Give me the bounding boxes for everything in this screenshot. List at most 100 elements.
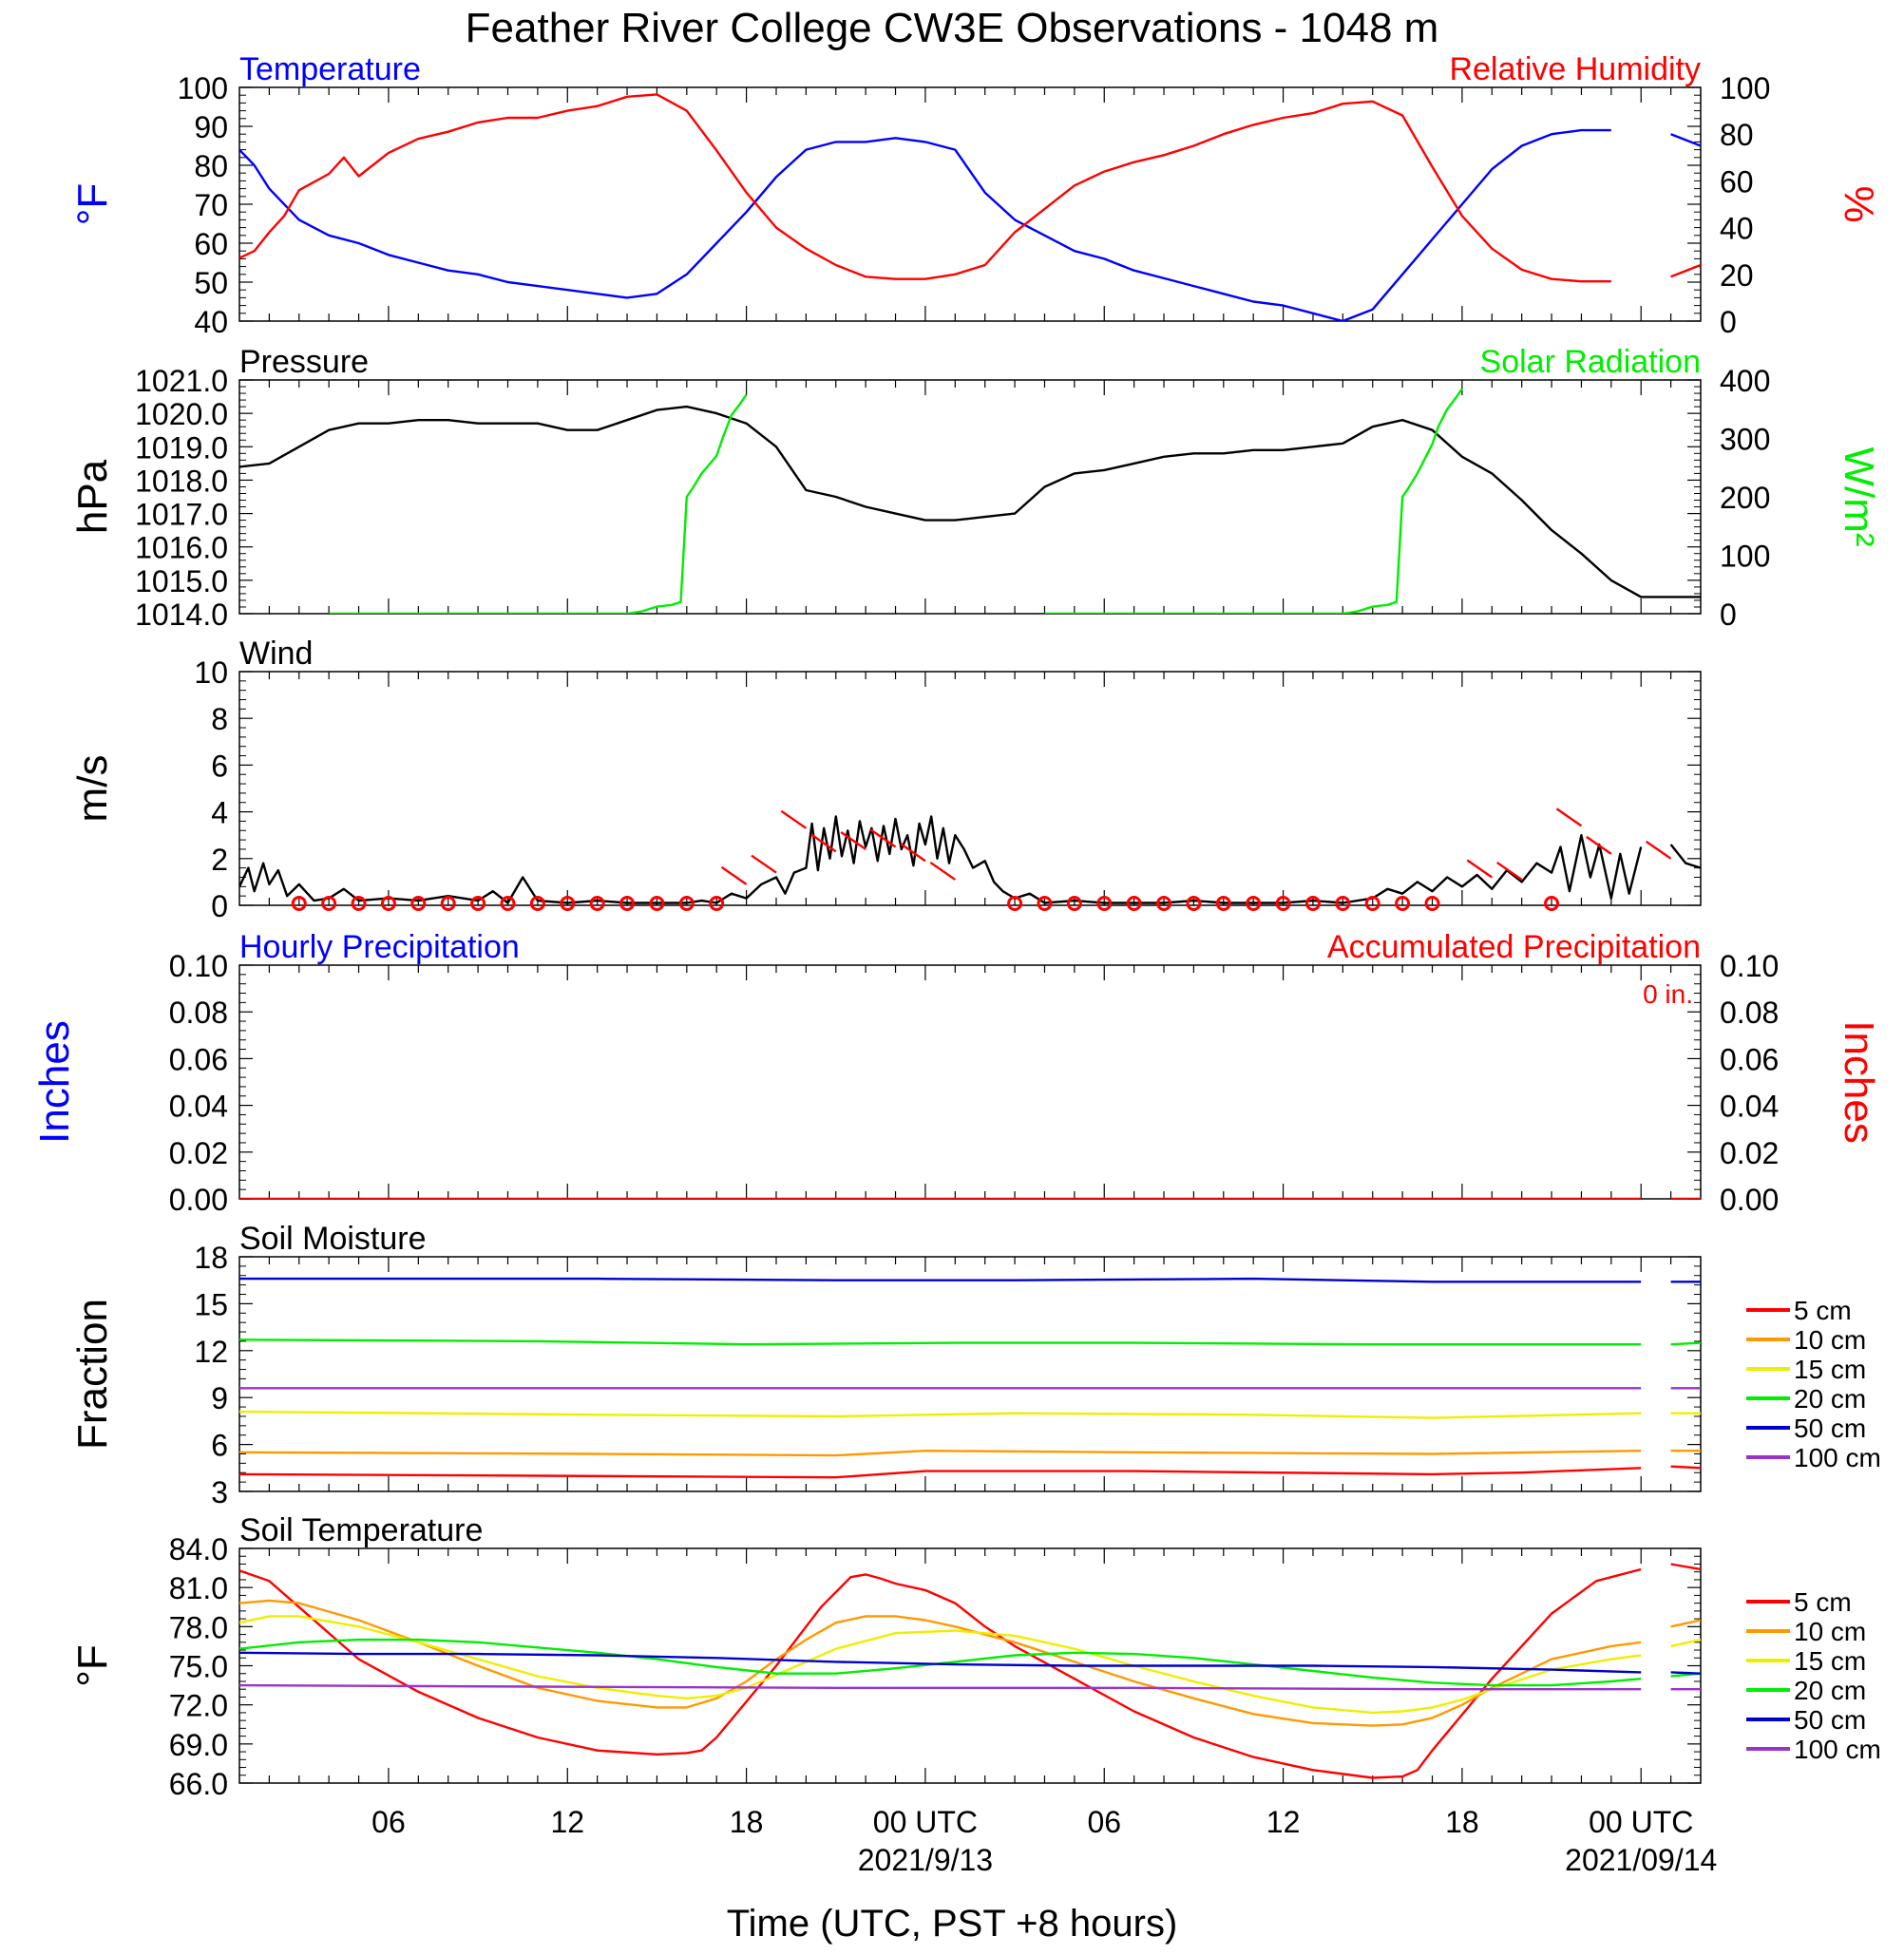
calm-wind-circle [470,896,486,911]
legend-label: 10 cm [1794,1617,1866,1646]
legend-label: 20 cm [1794,1676,1866,1705]
y-tick-label-left: 100 [178,71,228,105]
y-tick-label-right: 40 [1720,212,1754,246]
calm-wind-circle [649,896,665,911]
x-tick-label: 18 [1445,1805,1479,1839]
calm-wind-circle [1544,896,1560,911]
time-axis-label: Time (UTC, PST +8 hours) [727,1903,1178,1945]
series-line-20-cm [239,1338,1701,1346]
series-line-10-cm [239,1450,1701,1457]
y-tick-label-right: 100 [1720,540,1770,574]
legend-label: 5 cm [1794,1587,1852,1617]
y-tick-label-right: 300 [1720,423,1770,457]
y-tick-label-left: 50 [194,266,228,300]
calm-wind-circle [1275,896,1291,911]
series-line-20-cm [239,1638,1701,1687]
panel-1: 100 90 80 70 60 50 40 100 80 60 40 20 0 Temperature Re… [69,51,1882,339]
legend-label: 10 cm [1794,1325,1866,1355]
wind-barb [780,809,808,829]
calm-wind-circle [1007,896,1023,911]
accumulated-total-label: 0 in. [1643,979,1693,1009]
legend-label: 100 cm [1794,1443,1881,1472]
y-tick-label-left: 78.0 [169,1610,228,1644]
legend-label: 50 cm [1794,1705,1866,1735]
time-axis: 06 12 18 00 UTC 06 12 18 00 UTC 2021/9/13 2021/09… [371,1805,1717,1877]
calm-wind-circle [1037,896,1053,911]
calm-wind-circle [380,896,396,911]
wind-barb [1586,835,1612,855]
y-tick-label-left: 8 [211,702,228,736]
x-tick-label: 00 UTC [873,1805,978,1839]
y-tick-label-right: 0.02 [1720,1136,1779,1170]
y-axis-label-left: °F [69,1644,116,1686]
series-line-2 [329,388,1463,614]
y-tick-label-left: 0.00 [169,1183,228,1217]
wind-barb [1555,807,1583,827]
legend-label: 50 cm [1794,1414,1866,1443]
series-line-2 [239,93,1701,283]
legend-label: 15 cm [1794,1646,1866,1676]
panel-title-right: Solar Radiation [1480,344,1701,380]
y-tick-label-right: 100 [1720,71,1770,105]
calm-wind-circle [410,896,427,911]
y-tick-label-right: 0.00 [1720,1183,1779,1217]
calm-wind-circle [500,896,516,911]
y-tick-label-right: 0.06 [1720,1042,1779,1076]
y-tick-label-left: 3 [211,1475,228,1509]
wind-barb [751,854,777,874]
y-axis-label-left: °F [69,183,116,225]
x-tick-label: 00 UTC [1589,1805,1693,1839]
y-axis-label-right: Inches [1836,1020,1882,1144]
calm-wind-circle [321,896,337,911]
panel-title-left: Pressure [239,344,369,380]
calm-wind-circle [1335,896,1351,911]
y-tick-label-left: 12 [194,1335,228,1369]
legend-label: 100 cm [1794,1735,1881,1764]
calm-wind-circle [440,896,456,911]
series-line-5-cm [239,1465,1701,1479]
y-tick-label-right: 0 [1720,598,1737,632]
panel-title-left: Soil Temperature [239,1512,483,1548]
panel-frame [238,379,1702,615]
panel-2: 1021.01020.01019.01018.01017.01016.01015… [69,344,1882,632]
wind-barb [1645,840,1672,860]
y-tick-label-left: 4 [211,796,228,830]
panel-data [239,93,1701,321]
y-tick-label-left: 90 [194,110,228,144]
calm-wind-circle [1364,896,1380,911]
y-tick-label-left: 81.0 [169,1571,228,1605]
calm-wind-circle [1126,896,1142,911]
y-tick-label-left: 72.0 [169,1689,228,1723]
y-tick-label-left: 70 [194,188,228,222]
y-tick-label-left: 1021.0 [135,364,228,398]
calm-wind-circle [1096,896,1113,911]
calm-wind-circle [589,896,605,911]
series-line-10-cm [239,1599,1701,1727]
calm-wind-circle [560,896,576,911]
y-tick-label-left: 66.0 [169,1767,228,1801]
panel-title-left: Temperature [239,51,421,87]
y-tick-label-left: 0.04 [169,1090,228,1124]
y-tick-label-left: 40 [194,305,228,339]
calm-wind-circle [1424,896,1440,911]
panel-3: 10 8 6 4 2 0 Wind m/s [69,636,1702,923]
calm-wind-circle [1395,896,1411,911]
panel-6: 84.0 81.0 78.0 75.0 72.0 69.0 66.0 Soil Tempera… [69,1512,1881,1801]
panel-frame [238,964,1702,1200]
legend-label: 5 cm [1794,1296,1852,1325]
series-line-50-cm [239,1277,1701,1283]
series-line-15-cm [239,1615,1701,1715]
y-tick-label-left: 9 [211,1381,228,1415]
calm-wind-circle [1215,896,1231,911]
y-tick-label-right: 0 [1720,305,1737,339]
calm-wind-circle [1156,896,1172,911]
y-tick-label-left: 1019.0 [135,430,228,465]
calm-wind-circle [351,896,367,911]
calm-wind-circle [1186,896,1202,911]
y-tick-label-left: 10 [194,655,228,690]
y-tick-label-left: 0 [211,889,228,923]
y-tick-label-left: 1015.0 [135,564,228,598]
calm-wind-circle [1066,896,1082,911]
